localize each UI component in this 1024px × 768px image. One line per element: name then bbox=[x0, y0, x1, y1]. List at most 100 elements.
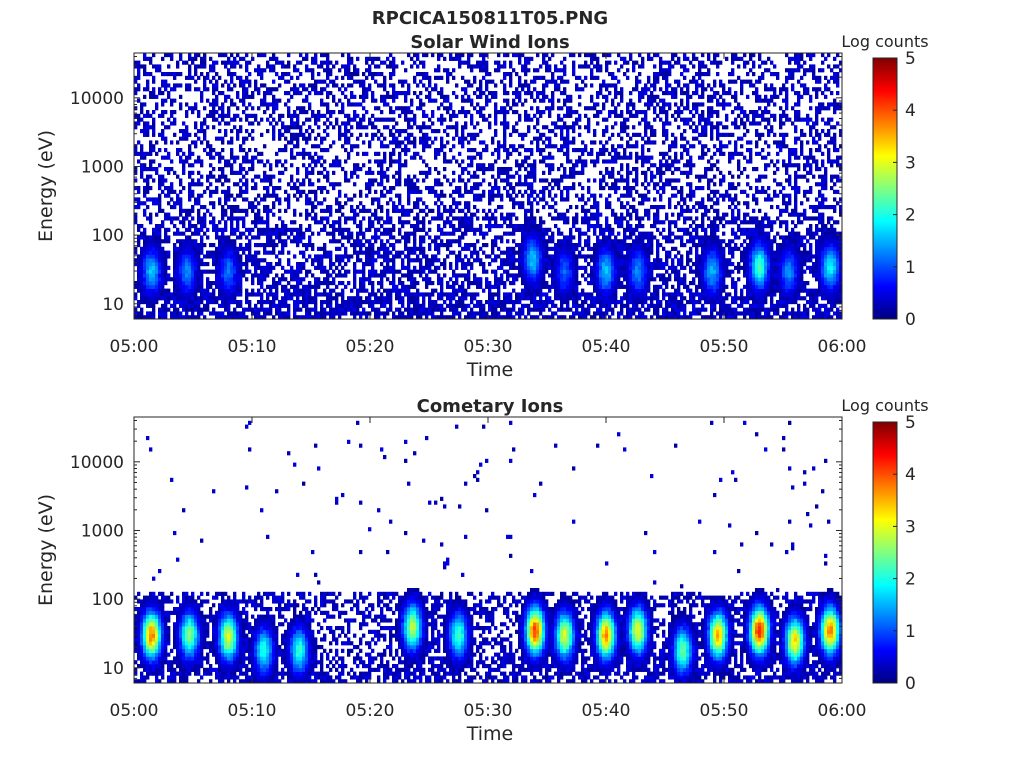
heatmap-cell bbox=[539, 307, 543, 312]
heatmap-cell bbox=[542, 227, 546, 232]
heatmap-cell bbox=[182, 170, 186, 175]
heatmap-cell bbox=[398, 269, 402, 274]
heatmap-cell bbox=[461, 281, 465, 286]
heatmap-cell bbox=[497, 64, 501, 69]
heatmap-cell bbox=[200, 129, 204, 134]
heatmap-cell bbox=[137, 201, 141, 206]
heatmap-cell bbox=[182, 296, 186, 301]
heatmap-cell bbox=[404, 288, 408, 293]
heatmap-cell bbox=[251, 163, 255, 168]
heatmap-cell bbox=[215, 231, 219, 236]
heatmap-cell bbox=[185, 60, 189, 65]
heatmap-cell bbox=[197, 307, 201, 312]
heatmap-cell bbox=[392, 262, 396, 267]
heatmap-cell bbox=[488, 193, 492, 198]
heatmap-cell bbox=[305, 246, 309, 251]
heatmap-cell bbox=[164, 178, 168, 183]
heatmap-cell bbox=[413, 155, 417, 160]
heatmap-cell bbox=[488, 284, 492, 289]
heatmap-cell bbox=[524, 98, 528, 103]
heatmap-cell bbox=[164, 296, 168, 301]
heatmap-cell bbox=[278, 307, 282, 312]
heatmap-cell bbox=[503, 315, 507, 320]
heatmap-cell bbox=[509, 193, 513, 198]
heatmap-cell bbox=[158, 178, 162, 183]
heatmap-cell bbox=[335, 303, 339, 308]
heatmap-cell bbox=[140, 163, 144, 168]
heatmap-cell bbox=[401, 303, 405, 308]
heatmap-cell bbox=[419, 98, 423, 103]
heatmap-cell bbox=[347, 56, 351, 61]
heatmap-cell bbox=[317, 155, 321, 160]
heatmap-cell bbox=[179, 258, 183, 263]
heatmap-cell bbox=[521, 231, 525, 236]
heatmap-cell bbox=[383, 75, 387, 80]
heatmap-cell bbox=[164, 262, 168, 267]
heatmap-cell bbox=[164, 155, 168, 160]
heatmap-cell bbox=[293, 113, 297, 118]
heatmap-cell bbox=[470, 136, 474, 141]
heatmap-cell bbox=[230, 292, 234, 297]
heatmap-cell bbox=[134, 315, 138, 320]
heatmap-cell bbox=[371, 94, 375, 99]
heatmap-cell bbox=[557, 113, 561, 118]
heatmap-cell bbox=[188, 106, 192, 111]
heatmap-cell bbox=[323, 113, 327, 118]
heatmap-cell bbox=[548, 212, 552, 217]
heatmap-cell bbox=[224, 53, 228, 58]
heatmap-cell bbox=[359, 193, 363, 198]
heatmap-cell bbox=[365, 193, 369, 198]
heatmap-cell bbox=[506, 189, 510, 194]
heatmap-cell bbox=[374, 98, 378, 103]
heatmap-cell bbox=[311, 60, 315, 65]
heatmap-cell bbox=[533, 246, 537, 251]
heatmap-cell bbox=[416, 303, 420, 308]
heatmap-cell bbox=[431, 53, 435, 58]
heatmap-cell bbox=[440, 212, 444, 217]
heatmap-cell bbox=[536, 201, 540, 206]
heatmap-cell bbox=[464, 216, 468, 221]
heatmap-cell bbox=[413, 307, 417, 312]
heatmap-cell bbox=[476, 254, 480, 259]
heatmap-cell bbox=[212, 106, 216, 111]
heatmap-cell bbox=[443, 205, 447, 210]
heatmap-cell bbox=[404, 246, 408, 251]
heatmap-cell bbox=[296, 273, 300, 278]
heatmap-cell bbox=[500, 110, 504, 115]
heatmap-cell bbox=[554, 265, 558, 270]
heatmap-cell bbox=[308, 189, 312, 194]
heatmap-cell bbox=[551, 262, 555, 267]
heatmap-cell bbox=[398, 167, 402, 172]
heatmap-cell bbox=[257, 159, 261, 164]
heatmap-cell bbox=[524, 56, 528, 61]
heatmap-cell bbox=[134, 296, 138, 301]
heatmap-cell bbox=[419, 189, 423, 194]
heatmap-cell bbox=[329, 254, 333, 259]
heatmap-cell bbox=[230, 311, 234, 316]
heatmap-cell bbox=[218, 167, 222, 172]
heatmap-cell bbox=[146, 79, 150, 84]
heatmap-cell bbox=[224, 277, 228, 282]
heatmap-cell bbox=[506, 178, 510, 183]
heatmap-cell bbox=[200, 159, 204, 164]
heatmap-cell bbox=[344, 178, 348, 183]
heatmap-cell bbox=[353, 216, 357, 221]
heatmap-cell bbox=[449, 125, 453, 130]
heatmap-cell bbox=[554, 68, 558, 73]
heatmap-cell bbox=[458, 189, 462, 194]
heatmap-cell bbox=[194, 102, 198, 107]
heatmap-cell bbox=[476, 303, 480, 308]
heatmap-cell bbox=[296, 292, 300, 297]
heatmap-cell bbox=[440, 288, 444, 293]
heatmap-cell bbox=[494, 254, 498, 259]
heatmap-cell bbox=[230, 151, 234, 156]
heatmap-cell bbox=[398, 311, 402, 316]
heatmap-cell bbox=[308, 132, 312, 137]
heatmap-cell bbox=[524, 262, 528, 267]
heatmap-cell bbox=[407, 250, 411, 255]
heatmap-cell bbox=[185, 159, 189, 164]
heatmap-cell bbox=[524, 231, 528, 236]
heatmap-cell bbox=[224, 288, 228, 293]
heatmap-cell bbox=[473, 212, 477, 217]
heatmap-cell bbox=[476, 250, 480, 255]
